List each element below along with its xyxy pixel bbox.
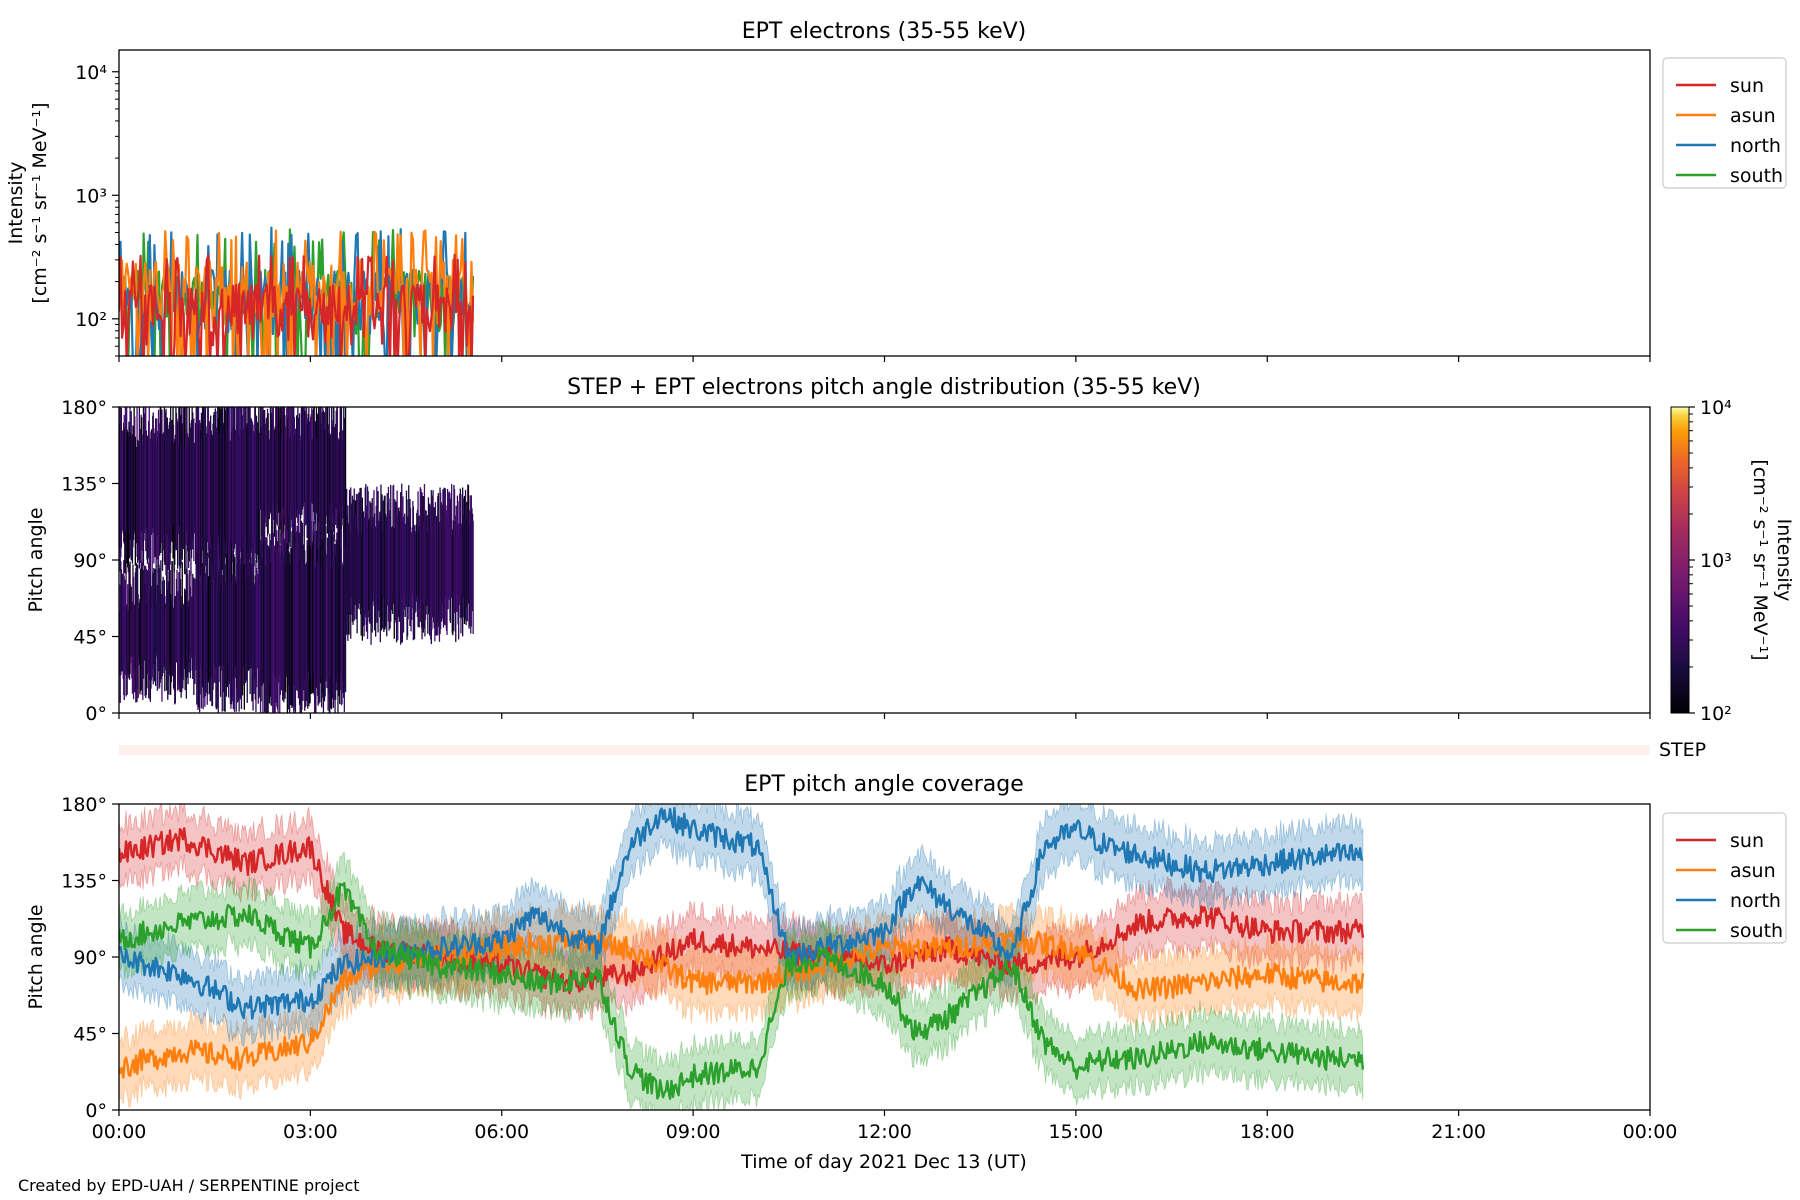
panel-pitch-distribution: STEP + EPT electrons pitch angle distrib… — [25, 375, 1795, 725]
colorbar-label-line2: [cm⁻² s⁻¹ sr⁻¹ MeV⁻¹] — [1749, 459, 1771, 660]
colorbar-tick-label: 10⁴ — [1700, 397, 1732, 419]
y-tick-label: 90° — [73, 947, 107, 969]
y-tick-label: 180° — [61, 397, 107, 419]
x-tick-label: 06:00 — [474, 1121, 529, 1143]
panel1-ylabel-line1: Intensity — [5, 162, 27, 245]
legend-label-north: north — [1730, 890, 1781, 912]
colorbar-gradient — [1670, 406, 1690, 714]
x-tick-label: 09:00 — [666, 1121, 721, 1143]
panel1-title: EPT electrons (35-55 keV) — [742, 19, 1027, 44]
panel1-ylabel-line2: [cm⁻² s⁻¹ sr⁻¹ MeV⁻¹] — [29, 102, 51, 303]
legend-label-asun: asun — [1730, 105, 1776, 127]
pad-cell — [472, 520, 474, 634]
y-tick-label: 45° — [73, 627, 107, 649]
coverage-line-asun — [119, 929, 1365, 1079]
panel1-frame — [118, 49, 1651, 357]
y-tick-label: 0° — [85, 1100, 107, 1122]
coverage-line-north — [119, 806, 1364, 1020]
panel3-legend: sun asun north south — [1662, 812, 1787, 944]
y-tick-label: 45° — [73, 1024, 107, 1046]
x-tick-label: 12:00 — [857, 1121, 912, 1143]
colorbar-tick-label: 10² — [1700, 703, 1732, 725]
panel-intensity: EPT electrons (35-55 keV) Intensity [cm⁻… — [5, 19, 1787, 362]
panel3-ylabel: Pitch angle — [25, 904, 47, 1009]
y-tick-label: 0° — [85, 703, 107, 725]
intensity-line-sun — [119, 253, 475, 356]
x-tick-label: 15:00 — [1048, 1121, 1103, 1143]
x-tick-label: 03:00 — [283, 1121, 338, 1143]
pad-cell — [344, 407, 347, 548]
panel3-title: EPT pitch angle coverage — [744, 772, 1024, 797]
panel1-legend: sun asun north south — [1662, 57, 1787, 189]
legend-label-south: south — [1730, 165, 1783, 187]
y-tick-label: 10³ — [75, 185, 107, 207]
coverage-line-sun — [119, 827, 1365, 995]
y-tick-label: 180° — [61, 794, 107, 816]
x-tick-label: 21:00 — [1431, 1121, 1486, 1143]
legend-label-asun: asun — [1730, 860, 1776, 882]
colorbar-tick-label: 10³ — [1700, 550, 1732, 572]
step-label: STEP — [1659, 739, 1706, 761]
panel-pitch-coverage: EPT pitch angle coverage Pitch angle 0° 4… — [25, 772, 1787, 1173]
coverage-line-south — [119, 881, 1365, 1100]
colorbar-label-line1: Intensity — [1773, 519, 1795, 602]
y-tick-label: 90° — [73, 550, 107, 572]
y-tick-label: 10² — [75, 309, 107, 331]
coverage-band-north — [119, 804, 1364, 1048]
legend-box — [1662, 812, 1787, 944]
x-tick-label: 00:00 — [92, 1121, 147, 1143]
legend-box — [1662, 57, 1787, 189]
legend-label-sun: sun — [1730, 830, 1764, 852]
y-tick-label: 10⁴ — [75, 62, 107, 84]
x-tick-label: 00:00 — [1623, 1121, 1678, 1143]
step-strip: STEP — [119, 739, 1706, 761]
legend-label-south: south — [1730, 920, 1783, 942]
panel2-title: STEP + EPT electrons pitch angle distrib… — [567, 375, 1201, 400]
legend-label-sun: sun — [1730, 75, 1764, 97]
step-bar — [119, 745, 1650, 755]
panel2-frame — [118, 406, 1651, 714]
legend-label-north: north — [1730, 135, 1781, 157]
colorbar: 10² 10³ 10⁴ Intensity [cm⁻² s⁻¹ sr⁻¹ MeV⁻¹… — [1670, 397, 1795, 725]
y-tick-label: 135° — [61, 871, 107, 893]
x-axis-label: Time of day 2021 Dec 13 (UT) — [740, 1151, 1027, 1173]
x-tick-label: 18:00 — [1240, 1121, 1295, 1143]
credit-text: Created by EPD-UAH / SERPENTINE project — [18, 1176, 360, 1195]
y-tick-label: 135° — [61, 474, 107, 496]
panel2-ylabel: Pitch angle — [25, 507, 47, 612]
